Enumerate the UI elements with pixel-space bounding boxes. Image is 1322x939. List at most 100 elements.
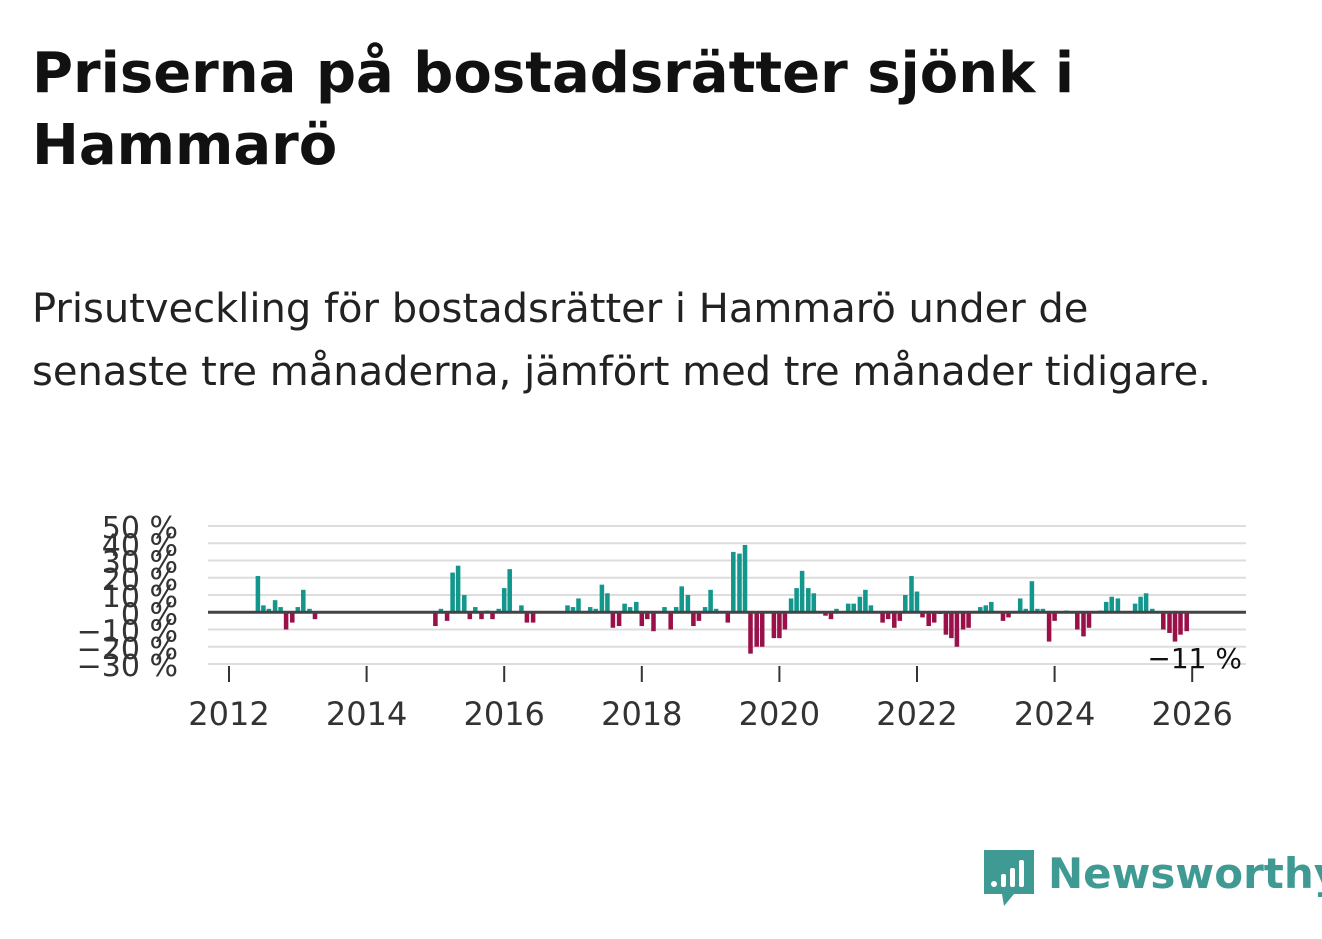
- bar: [662, 607, 667, 613]
- bar: [570, 607, 576, 613]
- bar: [1086, 612, 1092, 628]
- bar: [725, 612, 731, 623]
- bar: [1035, 608, 1040, 613]
- bar: [1143, 593, 1149, 613]
- bar: [754, 612, 759, 647]
- bar: [931, 612, 937, 623]
- bar: [668, 612, 673, 630]
- bar: [708, 589, 713, 613]
- bar: [691, 612, 696, 627]
- bar: [880, 612, 885, 623]
- bar: [771, 612, 777, 639]
- bar: [490, 612, 495, 620]
- bar: [283, 612, 289, 630]
- bar: [806, 588, 811, 613]
- bar: [599, 584, 605, 613]
- bar: [713, 608, 719, 613]
- bar: [885, 612, 891, 620]
- bar: [851, 603, 856, 613]
- bar: [702, 607, 708, 613]
- x-tick-label: 2024: [1014, 695, 1095, 733]
- bar: [748, 612, 753, 654]
- bar: [1138, 596, 1143, 613]
- x-tick-label: 2012: [188, 695, 269, 733]
- bar: [467, 612, 473, 620]
- bar: [530, 612, 536, 623]
- bar: [794, 588, 799, 613]
- bar: [1132, 603, 1138, 613]
- bar: [1052, 612, 1057, 621]
- bar: [799, 570, 805, 613]
- bar: [1075, 612, 1080, 630]
- bar: [1023, 608, 1028, 613]
- bar: [897, 612, 903, 621]
- bar: [909, 576, 914, 613]
- bar: [679, 586, 684, 613]
- bar: [960, 612, 966, 630]
- bar: [782, 612, 788, 630]
- bar: [610, 612, 616, 628]
- bar: [1172, 612, 1178, 642]
- chart-subtitle: Prisutveckling för bostadsrätter i Hamma…: [32, 286, 1211, 395]
- bar: [949, 612, 954, 639]
- bar: [1000, 612, 1006, 621]
- bar: [863, 589, 868, 613]
- bar: [811, 593, 817, 613]
- bar: [593, 608, 598, 613]
- bar: [737, 553, 742, 613]
- bar: [266, 608, 272, 613]
- bar: [966, 612, 971, 628]
- y-tick-label: 20 %: [102, 563, 178, 598]
- chart-title: Priserna på bostadsrätter sjönk i Hammar…: [32, 41, 1075, 178]
- bar: [455, 565, 461, 613]
- bar: [834, 608, 839, 613]
- bar: [696, 612, 702, 621]
- bar: [616, 612, 622, 627]
- bar: [673, 607, 679, 613]
- bar: [685, 595, 691, 613]
- bar: [651, 612, 656, 632]
- bar: [450, 572, 455, 613]
- bar: [892, 612, 897, 628]
- y-tick-label: 10 %: [102, 580, 178, 615]
- bar: [1017, 598, 1023, 613]
- bar: [524, 612, 530, 623]
- bar: [627, 607, 633, 613]
- bar: [1029, 581, 1035, 613]
- x-tick-label: 2016: [463, 695, 544, 733]
- bar: [1103, 601, 1109, 613]
- bar: [507, 569, 512, 613]
- bar: [645, 612, 650, 620]
- bar: [261, 605, 266, 613]
- bar: [312, 612, 318, 620]
- bar: [1115, 598, 1121, 613]
- bar: [307, 608, 312, 613]
- bar: [828, 612, 834, 620]
- annotations: −11 %: [1147, 642, 1242, 675]
- x-tick-label: 2020: [739, 695, 820, 733]
- gridlines: [208, 525, 1246, 665]
- bar: [301, 589, 306, 613]
- bar: [823, 612, 828, 616]
- bar: [1178, 612, 1183, 635]
- y-axis-labels: 50 %40 %30 %20 %10 %0 %−10 %−20 %−30 %: [77, 511, 178, 684]
- bar: [920, 612, 925, 618]
- bar: [1167, 612, 1172, 633]
- bar: [576, 598, 581, 613]
- newsworthy-logo-icon: [984, 850, 1034, 906]
- bar: [605, 593, 610, 613]
- bar: [473, 607, 478, 613]
- bar: [983, 605, 989, 613]
- bar: [255, 576, 261, 613]
- x-tick-label: 2018: [601, 695, 682, 733]
- bar: [845, 603, 851, 613]
- brand-name: Newsworthy: [1048, 849, 1322, 898]
- bar: [479, 612, 484, 620]
- bars: [255, 544, 1189, 654]
- bar: [978, 607, 983, 613]
- bar: [496, 608, 501, 613]
- bar: [290, 612, 295, 623]
- bar: [777, 612, 782, 639]
- bar: [278, 607, 283, 613]
